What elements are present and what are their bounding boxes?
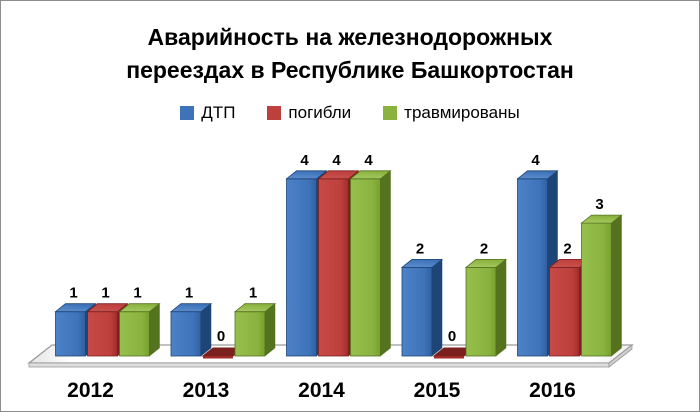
value-label-травмированы-2016: 3 xyxy=(595,196,603,213)
bar-травмированы-2014-front xyxy=(350,178,381,357)
value-label-травмированы-2013: 1 xyxy=(249,285,257,302)
value-label-ДТП-2016: 4 xyxy=(531,152,540,169)
bar-погибли-2015-edge xyxy=(434,356,464,359)
legend-item-travmirovany: травмированы xyxy=(383,103,520,123)
legend-item-dtp: ДТП xyxy=(180,103,235,123)
legend-swatch-dtp-icon xyxy=(180,106,195,120)
chart-floor-edge xyxy=(28,362,610,368)
bar-ДТП-2013-side xyxy=(200,303,212,357)
value-label-погибли-2016: 2 xyxy=(563,240,571,257)
bar-травмированы-2014-side xyxy=(380,170,391,357)
value-label-ДТП-2013: 1 xyxy=(185,285,193,302)
value-label-ДТП-2012: 1 xyxy=(69,285,77,302)
bar-погибли-2014-front xyxy=(318,178,349,357)
bar-ДТП-2013-front xyxy=(170,311,202,357)
value-label-погибли-2014: 4 xyxy=(332,152,341,169)
value-label-погибли-2015: 0 xyxy=(448,328,456,345)
value-label-погибли-2012: 1 xyxy=(101,285,109,302)
bar-травмированы-2016-front xyxy=(581,222,612,357)
value-label-погибли-2013: 0 xyxy=(217,328,225,345)
bar-погибли-2016-front xyxy=(549,266,580,357)
legend-swatch-travmirovany-icon xyxy=(383,106,398,120)
x-axis-label-2016: 2016 xyxy=(529,379,576,402)
bar-травмированы-2013-front xyxy=(234,311,266,357)
bar-травмированы-2015-side xyxy=(495,258,507,357)
value-label-травмированы-2015: 2 xyxy=(480,240,488,257)
bar-травмированы-2012-front xyxy=(119,311,150,357)
legend-label-pogibli: погибли xyxy=(288,103,352,122)
bar-ДТП-2016-front xyxy=(517,178,548,357)
bar-ДТП-2012-front xyxy=(55,311,86,357)
bar-ДТП-2015-front xyxy=(401,266,433,357)
chart-legend: ДТП погибли травмированы xyxy=(1,103,699,123)
bar-ДТП-2015-side xyxy=(431,258,443,357)
x-axis-label-2012: 2012 xyxy=(67,379,114,402)
bar-травмированы-2015-front xyxy=(465,266,497,357)
chart-title-line2: переездах в Республике Башкортостан xyxy=(126,57,574,83)
chart-title-line1: Аварийность на железнодорожных xyxy=(147,24,553,50)
chart-floor-side xyxy=(608,344,633,368)
bar-травмированы-2012-side xyxy=(149,303,160,357)
bar-погибли-2013-edge xyxy=(203,356,233,359)
legend-swatch-pogibli-icon xyxy=(267,106,282,120)
value-label-ДТП-2014: 4 xyxy=(300,152,309,169)
value-label-травмированы-2014: 4 xyxy=(364,152,373,169)
value-label-ДТП-2015: 2 xyxy=(416,240,424,257)
bar-травмированы-2016-side xyxy=(611,214,622,357)
bar-травмированы-2013-side xyxy=(264,303,276,357)
legend-item-pogibli: погибли xyxy=(267,103,351,123)
x-axis-label-2014: 2014 xyxy=(298,379,345,402)
x-axis-label-2015: 2015 xyxy=(414,379,461,402)
legend-label-dtp: ДТП xyxy=(201,103,236,122)
value-label-травмированы-2012: 1 xyxy=(133,285,141,302)
bar-погибли-2012-front xyxy=(87,311,118,357)
legend-label-travmirovany: травмированы xyxy=(404,103,520,122)
chart-title: Аварийность на железнодорожных переездах… xyxy=(1,21,699,87)
bar-ДТП-2014-front xyxy=(286,178,317,357)
x-axis-label-2013: 2013 xyxy=(183,379,230,402)
